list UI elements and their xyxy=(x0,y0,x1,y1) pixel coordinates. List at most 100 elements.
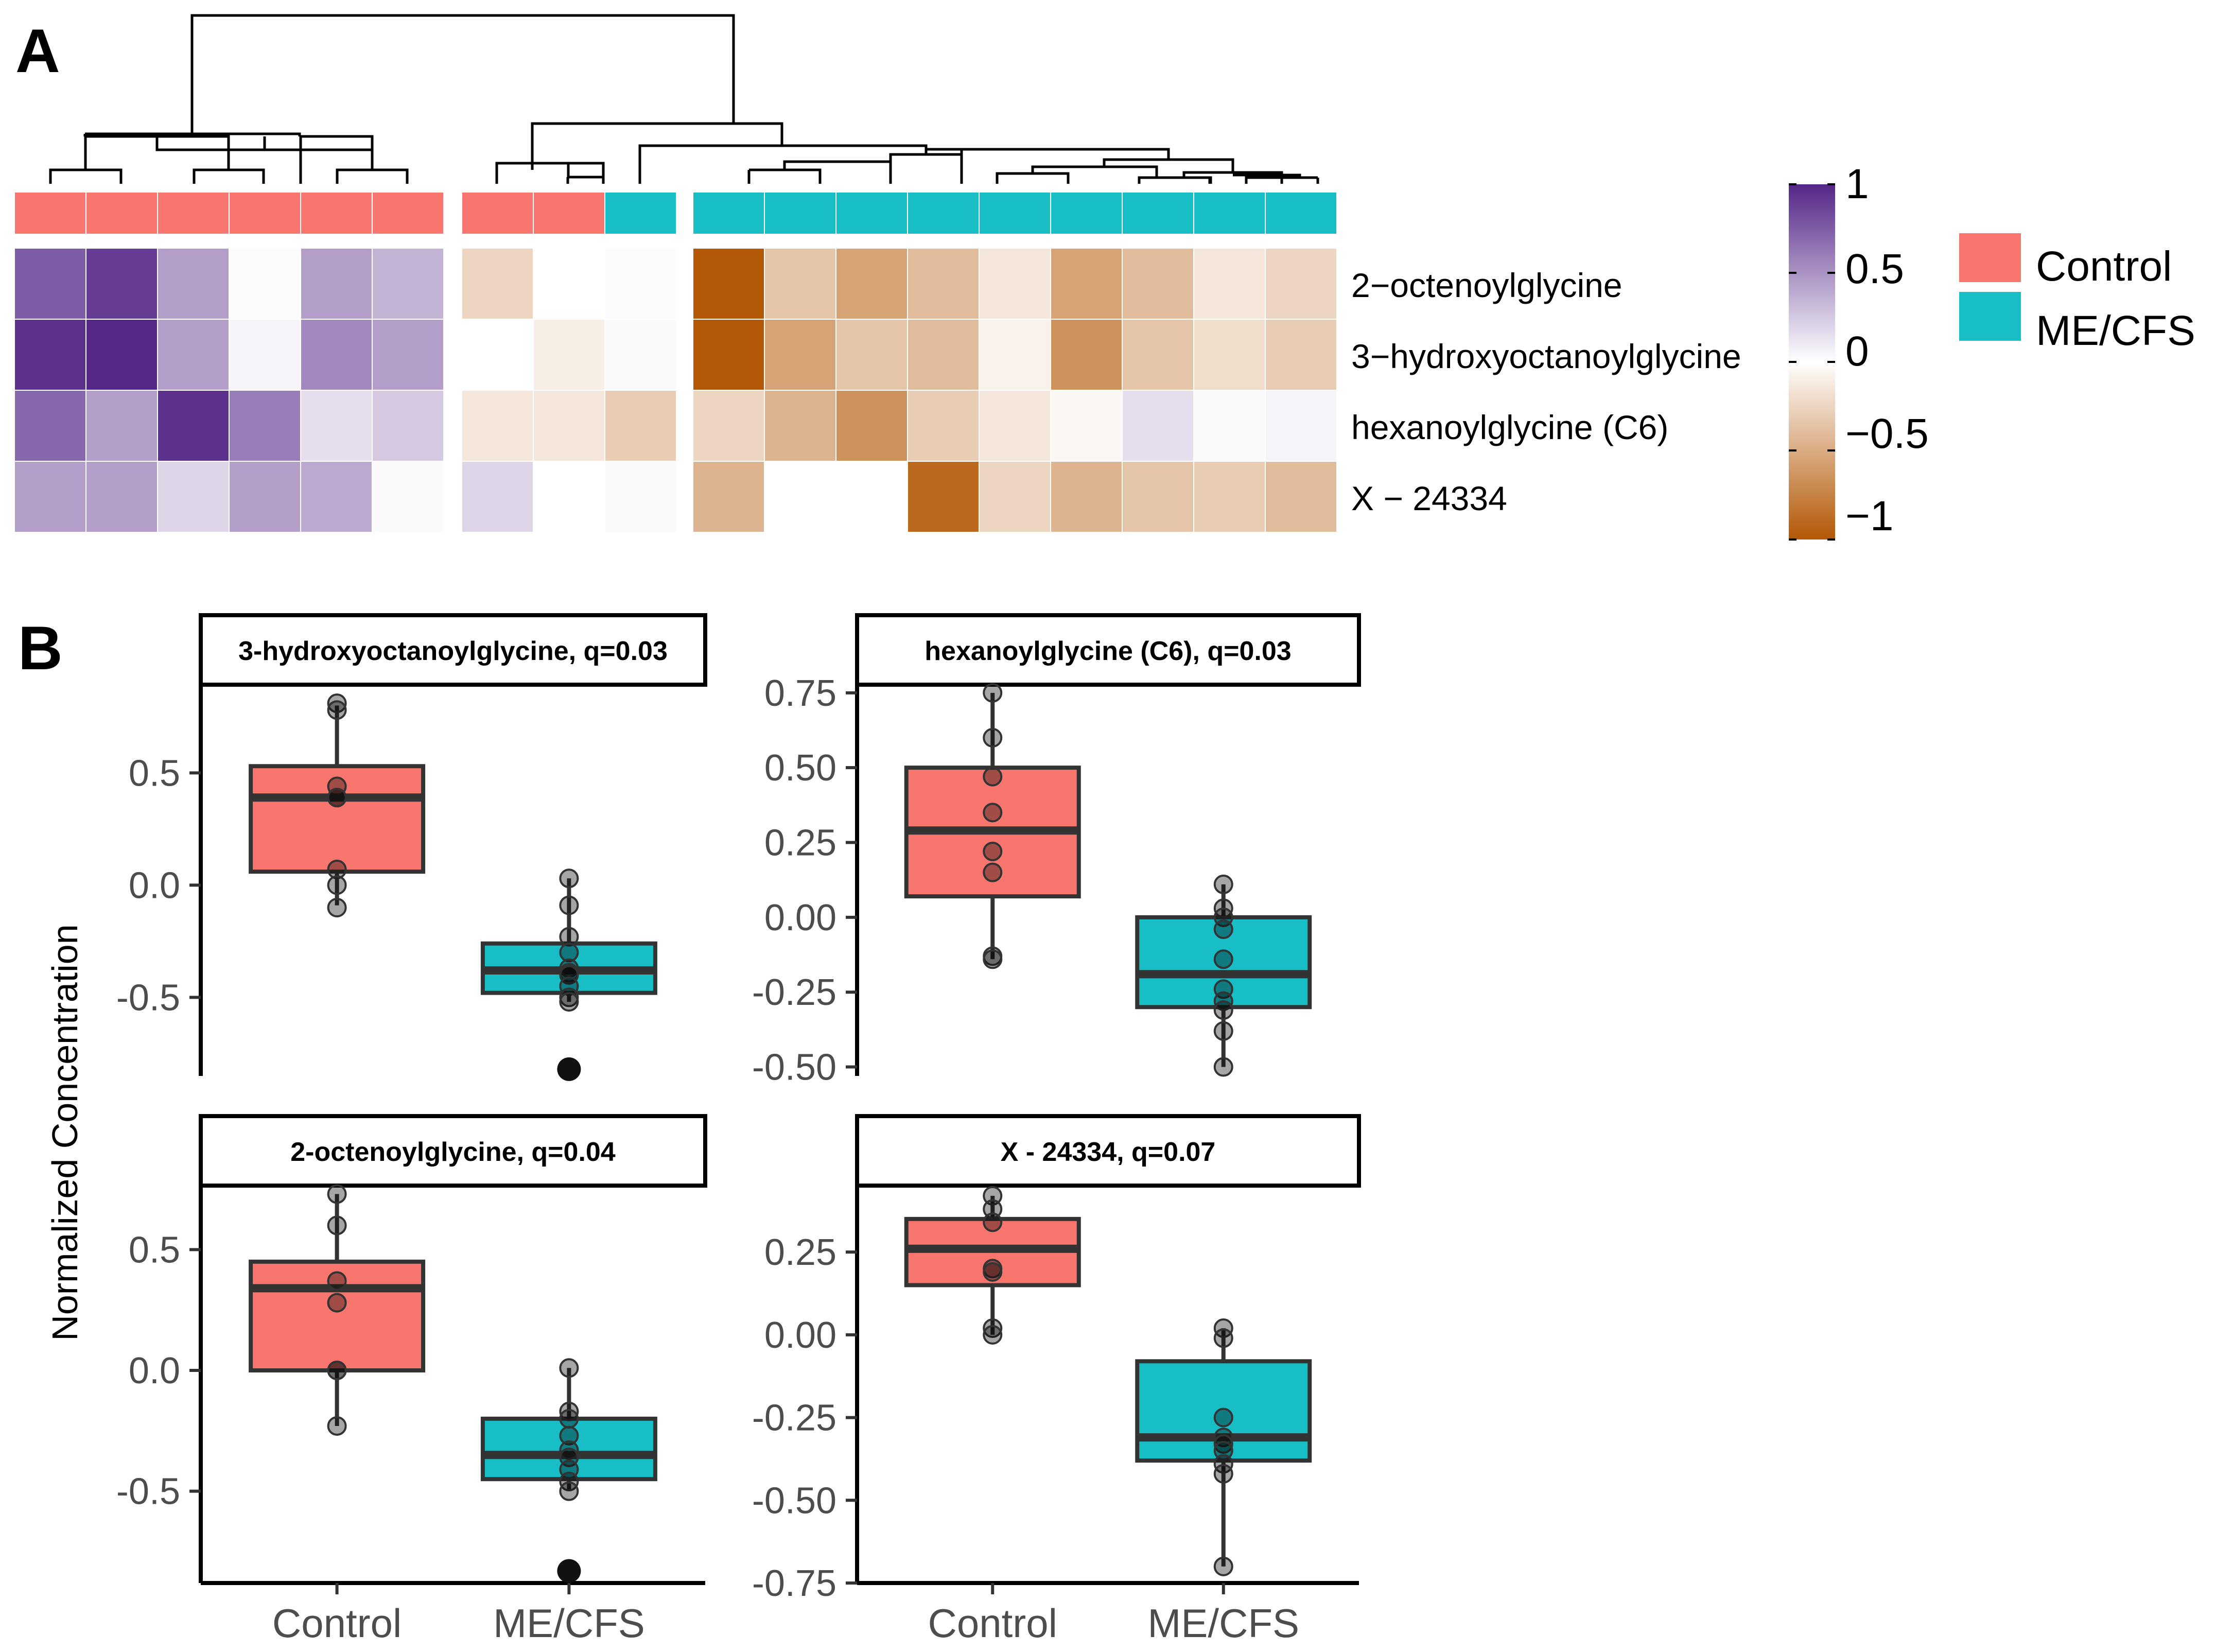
annotation-cell xyxy=(692,192,765,235)
heatmap-cell xyxy=(979,461,1051,533)
x-tick-label: Control xyxy=(928,1601,1057,1646)
heatmap-cell xyxy=(85,248,158,320)
data-point xyxy=(327,1360,347,1380)
y-tick-label: -0.25 xyxy=(752,972,836,1013)
heatmap-cell xyxy=(1193,319,1266,391)
y-tick-label: 0.00 xyxy=(764,1315,836,1356)
data-point xyxy=(559,927,579,947)
heatmap-cell xyxy=(461,319,534,391)
boxplot-panel: X - 24334, q=0.07 -0.75 -0.50 -0.25 0.00 0.25… xyxy=(752,1114,1361,1646)
data-point xyxy=(1213,1434,1233,1454)
data-point xyxy=(1213,949,1233,969)
y-tick-label: 0.50 xyxy=(764,747,836,789)
y-axis-label: Normalized Concentration xyxy=(45,924,85,1341)
y-tick-label: -0.50 xyxy=(752,1047,836,1088)
y-tick-label: 0.0 xyxy=(129,1350,180,1392)
heatmap-cell xyxy=(300,461,373,533)
data-point xyxy=(983,841,1003,861)
data-point xyxy=(327,1271,347,1291)
heatmap-cell xyxy=(764,319,836,391)
heatmap-cell xyxy=(1122,248,1194,320)
panel-title: X - 24334, q=0.07 xyxy=(1001,1137,1216,1167)
heatmap-row-label: hexanoylglycine (C6) xyxy=(1351,408,1668,446)
y-tick-label: -0.50 xyxy=(752,1480,836,1521)
boxplot-panel: 2-octenoylglycine, q=0.04 -0.5 0.0 0.5 Contr… xyxy=(116,1114,707,1646)
y-tick-label: -0.25 xyxy=(752,1398,836,1439)
heatmap-cell xyxy=(764,461,836,533)
heatmap-cell xyxy=(533,390,605,462)
annotation-cell xyxy=(461,192,534,235)
annotation-cell xyxy=(907,192,980,235)
heatmap-cell xyxy=(692,390,765,462)
data-point xyxy=(1213,1328,1233,1348)
annotation-cell xyxy=(1193,192,1266,235)
annotation-cell xyxy=(300,192,373,235)
data-point xyxy=(327,1293,347,1313)
heatmap-cell xyxy=(764,390,836,462)
heatmap-cell xyxy=(604,461,677,533)
panel-label-a: A xyxy=(15,16,60,85)
outlier-point xyxy=(557,1057,581,1081)
y-tick-label: -0.75 xyxy=(752,1563,836,1604)
heatmap-cell xyxy=(229,248,301,320)
heatmap-cell xyxy=(157,461,230,533)
heatmap-cell xyxy=(1265,461,1337,533)
heatmap-cell xyxy=(14,390,86,462)
heatmap-cell xyxy=(157,248,230,320)
x-tick-label: ME/CFS xyxy=(493,1601,645,1646)
data-point xyxy=(983,1212,1003,1232)
annotation-cell xyxy=(835,192,908,235)
scale-tick-label: −0.5 xyxy=(1845,410,1929,457)
outlier-point xyxy=(557,1559,581,1583)
panel-label-b: B xyxy=(18,614,63,683)
heatmap-cell xyxy=(604,248,677,320)
legend-label-mecfs: ME/CFS xyxy=(2036,307,2195,354)
panel-title: 3-hydroxyoctanoylglycine, q=0.03 xyxy=(238,636,668,666)
heatmap-cell xyxy=(1122,390,1194,462)
color-scale-ticks xyxy=(1789,183,1835,541)
heatmap-cell xyxy=(229,319,301,391)
panel-title-strip xyxy=(199,1114,707,1188)
panel-title: 2-octenoylglycine, q=0.04 xyxy=(290,1137,616,1167)
data-point xyxy=(983,1318,1003,1338)
heatmap-row-label: 2−octenoylglycine xyxy=(1351,266,1623,304)
heatmap-cell xyxy=(604,390,677,462)
legend-swatch-mecfs xyxy=(1959,292,2021,341)
heatmap-cell xyxy=(533,461,605,533)
heatmap: 2−octenoylglycine 3−hydroxyoctanoylglycin… xyxy=(14,192,1741,533)
data-point xyxy=(983,767,1003,787)
box xyxy=(1135,1359,1312,1463)
y-tick-label: 0.0 xyxy=(129,865,180,906)
data-point xyxy=(559,1440,579,1460)
y-tick-label: 0.25 xyxy=(764,823,836,864)
y-tick-label: -0.5 xyxy=(116,1471,180,1512)
heatmap-cell xyxy=(461,390,534,462)
annotation-cell xyxy=(979,192,1051,235)
data-point xyxy=(559,1481,579,1501)
y-tick-label: 0.5 xyxy=(129,753,180,794)
data-point xyxy=(1213,1556,1233,1576)
data-point xyxy=(1213,919,1233,940)
heatmap-cell xyxy=(1122,319,1194,391)
annotation-cell xyxy=(1122,192,1194,235)
heatmap-cell xyxy=(835,319,908,391)
data-point xyxy=(1213,1057,1233,1077)
data-point xyxy=(1213,1454,1233,1474)
heatmap-cell xyxy=(907,390,980,462)
heatmap-cell xyxy=(1193,248,1266,320)
data-point xyxy=(983,862,1003,882)
heatmap-cell xyxy=(461,248,534,320)
heatmap-cell xyxy=(692,319,765,391)
data-point xyxy=(559,943,579,963)
heatmap-cell xyxy=(533,319,605,391)
data-point xyxy=(983,728,1003,748)
scale-tick-label: −1 xyxy=(1845,493,1894,540)
data-point xyxy=(559,895,579,915)
y-tick-label: 0.75 xyxy=(764,673,836,714)
heatmap-cell xyxy=(14,248,86,320)
heatmap-cell xyxy=(979,319,1051,391)
boxplot-panel: hexanoylglycine (C6), q=0.03 -0.50 -0.25 0.… xyxy=(752,613,1361,1088)
data-point xyxy=(559,868,579,889)
annotation-cell xyxy=(533,192,605,235)
